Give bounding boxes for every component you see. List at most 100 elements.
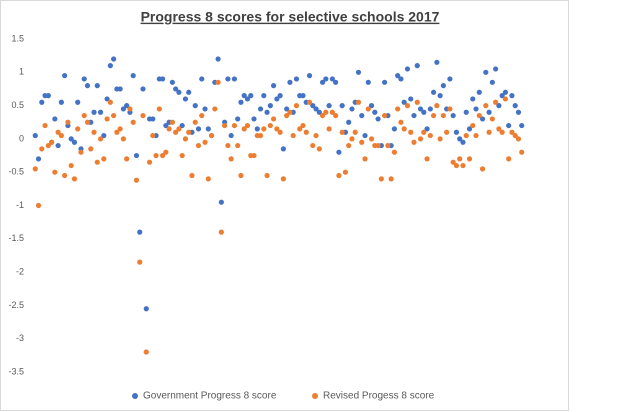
point [94, 83, 100, 89]
point [107, 63, 113, 69]
point [166, 126, 172, 132]
point [444, 129, 450, 135]
point [117, 126, 123, 132]
point [55, 129, 61, 135]
point [284, 106, 290, 112]
point [417, 106, 424, 112]
point [303, 129, 309, 135]
point [287, 109, 293, 115]
point [150, 132, 156, 139]
point [411, 139, 417, 145]
point [339, 129, 345, 135]
point [39, 99, 45, 105]
point [476, 112, 482, 119]
point [398, 76, 404, 82]
point [52, 169, 58, 175]
point [411, 112, 417, 119]
point [489, 116, 495, 122]
point [333, 79, 339, 85]
point [231, 122, 238, 129]
point [94, 159, 100, 165]
point [440, 112, 446, 119]
point [408, 96, 414, 102]
point [97, 109, 104, 115]
point [489, 79, 495, 85]
point [434, 59, 440, 65]
point [355, 99, 362, 105]
point [222, 122, 228, 129]
point [470, 96, 476, 102]
point [35, 202, 42, 209]
point [277, 129, 283, 135]
y-tick-label: -2 [16, 266, 24, 276]
point [176, 126, 182, 132]
point [75, 126, 81, 132]
point [277, 93, 283, 99]
point [447, 76, 453, 82]
y-tick-label: -1.5 [8, 233, 24, 243]
point [519, 149, 525, 155]
point [124, 103, 130, 109]
point [313, 132, 319, 139]
point [404, 66, 411, 72]
point [457, 136, 463, 142]
point [414, 63, 420, 69]
point [45, 93, 51, 99]
y-tick-label: -1 [16, 200, 24, 210]
point [159, 76, 166, 82]
point [111, 56, 117, 62]
point [68, 162, 74, 169]
y-tick-label: 0 [19, 133, 24, 143]
point [84, 119, 91, 125]
point [342, 169, 349, 175]
point [502, 96, 509, 102]
point [104, 96, 110, 102]
point [251, 116, 257, 122]
point [248, 93, 254, 99]
point [271, 83, 277, 89]
point [150, 116, 156, 122]
point [476, 89, 482, 95]
legend-label: Government Progress 8 score [143, 391, 277, 402]
point [323, 109, 329, 115]
point [107, 99, 113, 105]
point [71, 176, 78, 182]
point [496, 126, 502, 132]
point [382, 79, 388, 85]
point [101, 156, 107, 162]
point [71, 139, 78, 145]
point [506, 156, 512, 162]
point [329, 76, 335, 82]
point [486, 129, 492, 135]
point [52, 116, 58, 122]
point [88, 146, 94, 152]
point [349, 106, 355, 112]
point [417, 136, 424, 142]
point [32, 132, 38, 139]
point [55, 142, 61, 149]
point [91, 129, 97, 135]
point [120, 106, 127, 112]
point [241, 93, 247, 99]
point [241, 126, 247, 132]
point [235, 142, 241, 149]
point [225, 76, 231, 82]
chart-border [0, 0, 569, 411]
point [499, 93, 505, 99]
point [143, 306, 149, 312]
point [355, 69, 362, 75]
point [284, 112, 290, 119]
point [398, 119, 404, 125]
point [457, 156, 463, 162]
point [274, 126, 280, 132]
point [473, 132, 479, 139]
point [346, 119, 352, 125]
y-tick-label: -3 [16, 333, 24, 343]
point [143, 349, 149, 355]
point [215, 56, 221, 62]
point [365, 79, 371, 85]
point [375, 142, 381, 149]
point [395, 73, 401, 79]
point [137, 229, 143, 235]
y-tick-label: -3.5 [8, 366, 24, 376]
